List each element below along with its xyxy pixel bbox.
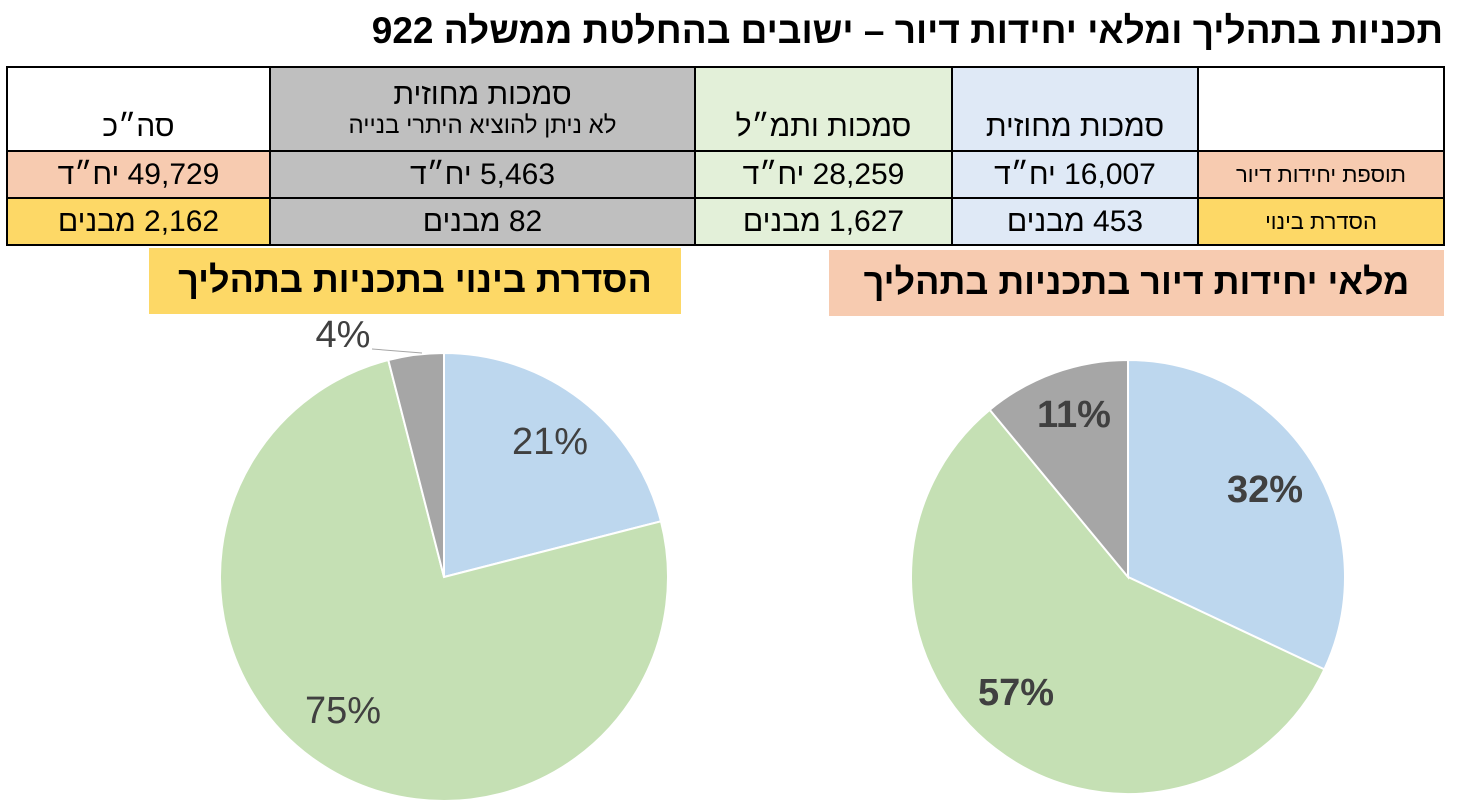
table-row: הסדרת בינוי 453 מבנים 1,627 מבנים 82 מבנ… — [6, 197, 1445, 246]
buildings-pie-label-1: 75% — [305, 690, 381, 732]
header-vatmal-authority: סמכות ותמ״ל — [694, 66, 953, 152]
header-district-authority: סמכות מחוזית — [951, 66, 1199, 152]
cell-buildings-vatmal: 1,627 מבנים — [694, 197, 953, 246]
buildings-pie-title: הסדרת בינוי בתכניות בתהליך — [149, 248, 681, 314]
header-district-authority-label: סמכות מחוזית — [985, 110, 1165, 143]
housing-pie-slice-2 — [988, 358, 1129, 580]
housing-pie-slice-1 — [910, 408, 1326, 795]
header-district-no-permits-label: סמכות מחוזית — [393, 78, 572, 111]
header-district-no-permits: סמכות מחוזית לא ניתן להוציא היתרי בנייה — [269, 66, 696, 152]
buildings-pie-label-0: 21% — [512, 421, 588, 463]
cell-buildings-no-permits: 82 מבנים — [269, 197, 696, 246]
housing-pie-label-2: 11% — [1037, 394, 1111, 436]
cell-housing-district: 16,007 יח״ד — [951, 150, 1199, 199]
header-vatmal-authority-label: סמכות ותמ״ל — [735, 110, 912, 143]
cell-buildings-district: 453 מבנים — [951, 197, 1199, 246]
cell-buildings-total: 2,162 מבנים — [6, 197, 271, 246]
housing-pie-label-0: 32% — [1227, 469, 1303, 511]
housing-pie-slice-0 — [1127, 358, 1346, 671]
page-title: תכניות בתהליך ומלאי יחידות דיור – ישובים… — [371, 10, 1443, 51]
header-corner-cell — [1197, 66, 1445, 152]
cell-housing-no-permits: 5,463 יח״ד — [269, 150, 696, 199]
header-total: סה״כ — [6, 66, 271, 152]
buildings-pie-label-2: 4% — [316, 314, 371, 356]
row-label-building-regularization: הסדרת בינוי — [1197, 197, 1445, 246]
row-label-housing-units: תוספת יחידות דיור — [1197, 150, 1445, 199]
header-district-no-permits-sublabel: לא ניתן להוציא היתרי בנייה — [348, 112, 617, 139]
buildings-pie-leader-line — [371, 348, 423, 354]
cell-housing-total: 49,729 יח״ד — [6, 150, 271, 199]
table-header-row: סמכות מחוזית סמכות ותמ״ל סמכות מחוזית לא… — [6, 66, 1445, 152]
data-table: סמכות מחוזית סמכות ותמ״ל סמכות מחוזית לא… — [6, 66, 1445, 246]
housing-pie-title: מלאי יחידות דיור בתכניות בתהליך — [829, 250, 1444, 316]
cell-housing-vatmal: 28,259 יח״ד — [694, 150, 953, 199]
table-row: תוספת יחידות דיור 16,007 יח״ד 28,259 יח״… — [6, 150, 1445, 199]
buildings-pie-slice-0 — [443, 351, 663, 579]
housing-pie-label-1: 57% — [978, 672, 1054, 714]
buildings-pie-slice-2 — [387, 351, 445, 578]
buildings-pie-slice-1 — [219, 358, 669, 802]
header-total-label: סה״כ — [102, 110, 175, 143]
